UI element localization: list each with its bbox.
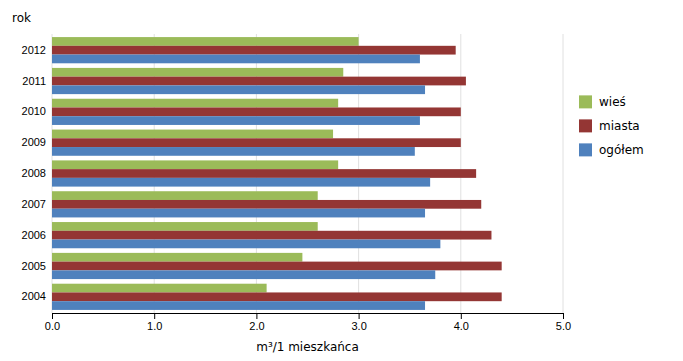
tick-label: 2010: [22, 105, 46, 117]
bar: [52, 99, 338, 108]
tick-label: 2007: [22, 198, 46, 210]
tick-label: 2.0: [249, 320, 264, 332]
tick: 3.0: [351, 313, 366, 332]
bars: [52, 37, 502, 310]
bar: [52, 116, 420, 125]
bar: [52, 240, 440, 249]
bar-series: [52, 46, 502, 301]
tick: 2012: [22, 44, 46, 56]
tick-label: 1.0: [147, 320, 162, 332]
tick: 5.0: [556, 313, 571, 332]
axis-line: [53, 314, 564, 320]
tick-label: 2004: [22, 290, 46, 302]
bar: [52, 231, 491, 240]
tick-label: 0.0: [45, 320, 60, 332]
legend-swatch: [579, 143, 592, 156]
tick: 2007: [22, 198, 46, 210]
legend-swatch: [579, 119, 592, 132]
tick: 1.0: [147, 313, 162, 332]
bar: [52, 160, 338, 169]
bar: [52, 270, 435, 279]
legend-item: miasta: [579, 119, 640, 133]
bar: [52, 284, 267, 293]
bar: [52, 85, 425, 94]
tick: 2011: [22, 75, 46, 87]
bar: [52, 262, 502, 271]
bar-series: [52, 37, 359, 292]
legend-label: miasta: [599, 119, 640, 133]
tick-label: 5.0: [556, 320, 571, 332]
bar: [52, 222, 318, 231]
bar: [52, 55, 420, 64]
chart: 0.01.02.03.04.05.02012201120102009200820…: [0, 0, 683, 361]
legend-label: ogółem: [599, 143, 644, 157]
tick: 2005: [22, 260, 46, 272]
plot: 0.01.02.03.04.05.02012201120102009200820…: [12, 11, 644, 354]
bar: [52, 178, 430, 187]
bar: [52, 46, 456, 55]
tick-mark: [359, 313, 360, 319]
tick-mark: [563, 313, 564, 319]
bar: [52, 292, 502, 301]
grid-line: [563, 34, 564, 313]
tick: 2010: [22, 105, 46, 117]
tick: 2006: [22, 229, 46, 241]
bar: [52, 37, 359, 46]
bar: [52, 253, 302, 262]
x-axis-title: m³/1 mieszkańca: [256, 340, 359, 354]
bar: [52, 130, 333, 139]
bar: [52, 138, 461, 147]
tick-label: 3.0: [351, 320, 366, 332]
legend: wieś miasta ogółem: [579, 95, 644, 157]
bar-series: [52, 55, 440, 310]
tick-mark: [256, 313, 257, 319]
bar: [52, 68, 343, 77]
y-axis: 2012 2011 2010 2009 2008 2007 2006 2005 2004: [22, 44, 46, 303]
bar: [52, 200, 481, 209]
tick-label: 2008: [22, 167, 46, 179]
legend-item: wieś: [579, 95, 626, 109]
tick-mark: [461, 313, 462, 319]
tick-label: 2012: [22, 44, 46, 56]
y-axis-title: rok: [12, 11, 31, 25]
bar: [52, 107, 461, 116]
bar: [52, 77, 466, 86]
legend-swatch: [579, 95, 592, 108]
legend-item: ogółem: [579, 143, 644, 157]
tick: 4.0: [454, 313, 469, 332]
bar: [52, 147, 415, 156]
legend-label: wieś: [599, 95, 626, 109]
tick: 2004: [22, 290, 46, 302]
bar: [52, 169, 476, 178]
tick-label: 2006: [22, 229, 46, 241]
tick-mark: [154, 313, 155, 319]
bar: [52, 209, 425, 218]
bar: [52, 301, 425, 310]
tick-label: 2005: [22, 260, 46, 272]
x-axis: 0.0 1.0 2.0 3.0 4.0 5.0: [45, 313, 571, 332]
tick-mark: [52, 313, 53, 319]
tick: 2008: [22, 167, 46, 179]
tick-label: 4.0: [454, 320, 469, 332]
bar: [52, 191, 318, 200]
tick: 2009: [22, 136, 46, 148]
tick: 2.0: [249, 313, 264, 332]
tick-label: 2009: [22, 136, 46, 148]
grid: [52, 34, 563, 313]
tick: 0.0: [45, 313, 60, 332]
tick-label: 2011: [22, 75, 46, 87]
